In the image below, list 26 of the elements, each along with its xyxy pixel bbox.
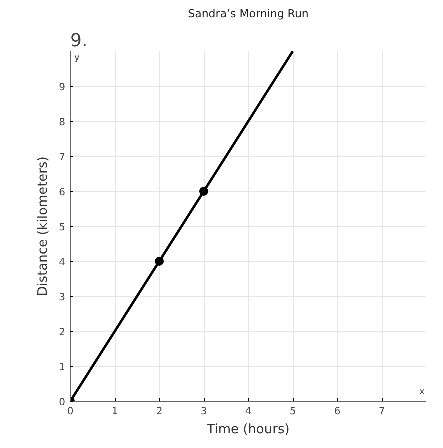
y-tick-label: 3 xyxy=(59,292,66,304)
y-tick-label: 9 xyxy=(59,82,66,94)
x-tick-label: 0 xyxy=(67,406,74,418)
y-tick-label: 7 xyxy=(59,152,66,164)
y-tick-label: 0 xyxy=(59,398,66,408)
y-axis-title: Distance (kilometers) xyxy=(36,156,52,296)
point xyxy=(155,257,164,266)
y-tick-label: 1 xyxy=(59,362,66,374)
x-tick-label: 2 xyxy=(156,406,163,418)
y-tick-label: 8 xyxy=(59,118,66,128)
annotation: 9. xyxy=(70,30,88,52)
chart-title: Sandra’s Morning Run xyxy=(188,8,309,20)
x-tick-label: 6 xyxy=(334,406,341,418)
x-tick-label: 1 xyxy=(112,406,118,418)
annotation: y xyxy=(74,54,80,64)
x-tick-label: 5 xyxy=(290,406,296,418)
x-axis-title: Time (hours) xyxy=(206,422,290,438)
y-tick-label: 6 xyxy=(59,188,66,198)
y-tick-label: 4 xyxy=(59,258,66,268)
x-tick-label: 7 xyxy=(378,406,386,418)
annotation: x xyxy=(420,388,426,398)
y-tick-label: 5 xyxy=(59,222,66,234)
y-tick-label: 2 xyxy=(59,328,66,338)
x-tick-label: 3 xyxy=(200,406,208,418)
x-tick-label: 4 xyxy=(245,406,252,418)
point xyxy=(200,187,208,196)
